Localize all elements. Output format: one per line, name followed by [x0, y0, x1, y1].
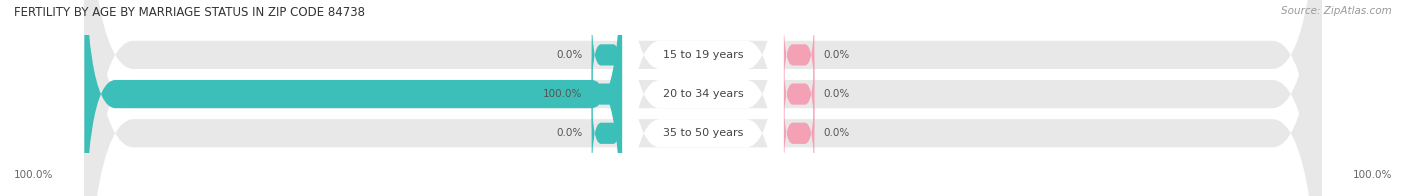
Text: 35 to 50 years: 35 to 50 years — [662, 128, 744, 138]
FancyBboxPatch shape — [84, 0, 1322, 196]
Text: 100.0%: 100.0% — [543, 89, 582, 99]
Text: 0.0%: 0.0% — [824, 50, 849, 60]
FancyBboxPatch shape — [783, 46, 814, 142]
Text: 15 to 19 years: 15 to 19 years — [662, 50, 744, 60]
FancyBboxPatch shape — [592, 7, 623, 103]
Text: 0.0%: 0.0% — [557, 128, 582, 138]
Text: 100.0%: 100.0% — [14, 170, 53, 180]
FancyBboxPatch shape — [623, 0, 783, 196]
Text: 0.0%: 0.0% — [824, 128, 849, 138]
FancyBboxPatch shape — [783, 85, 814, 181]
FancyBboxPatch shape — [84, 0, 623, 196]
Text: Source: ZipAtlas.com: Source: ZipAtlas.com — [1281, 6, 1392, 16]
FancyBboxPatch shape — [783, 7, 814, 103]
Text: 20 to 34 years: 20 to 34 years — [662, 89, 744, 99]
Text: 0.0%: 0.0% — [824, 89, 849, 99]
Text: 0.0%: 0.0% — [557, 50, 582, 60]
Text: FERTILITY BY AGE BY MARRIAGE STATUS IN ZIP CODE 84738: FERTILITY BY AGE BY MARRIAGE STATUS IN Z… — [14, 6, 366, 19]
FancyBboxPatch shape — [623, 0, 783, 196]
FancyBboxPatch shape — [623, 0, 783, 196]
FancyBboxPatch shape — [84, 0, 1322, 196]
FancyBboxPatch shape — [592, 46, 623, 142]
FancyBboxPatch shape — [84, 0, 1322, 196]
Text: 100.0%: 100.0% — [1353, 170, 1392, 180]
FancyBboxPatch shape — [592, 85, 623, 181]
